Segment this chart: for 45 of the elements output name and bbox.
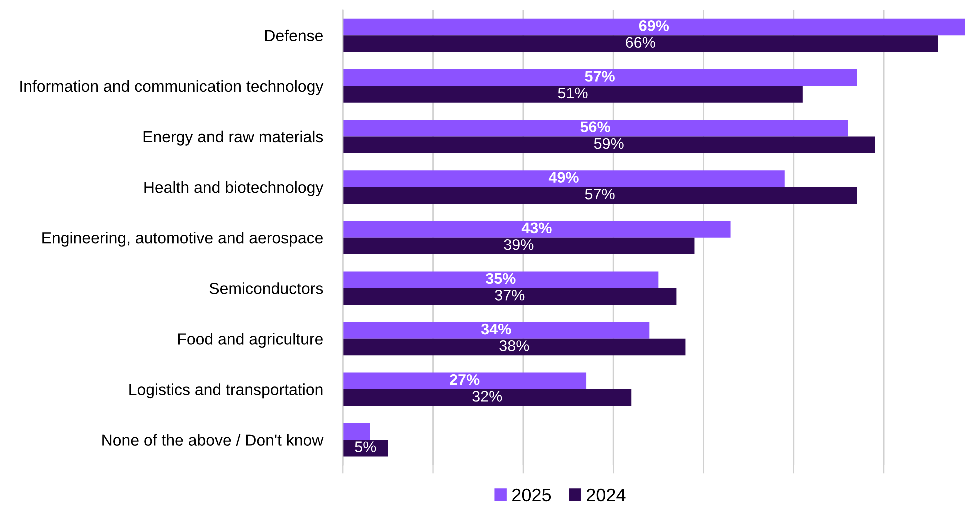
data-label: 5% — [355, 442, 376, 452]
bar — [343, 170, 785, 188]
data-label: 57% — [585, 71, 615, 82]
bar — [343, 423, 370, 440]
data-label: 56% — [580, 122, 610, 132]
bar — [343, 389, 632, 406]
bar — [343, 288, 677, 306]
bar — [343, 69, 858, 86]
data-label: 35% — [486, 273, 516, 284]
legend-label: 2024 — [587, 488, 626, 502]
bar — [343, 136, 876, 154]
y-tick-label: Information and communication technology — [20, 80, 324, 96]
bar — [343, 120, 848, 137]
data-label: 27% — [450, 374, 480, 386]
bar — [343, 272, 659, 288]
bar — [343, 86, 803, 103]
bar — [343, 238, 695, 254]
data-label: 51% — [558, 88, 588, 99]
y-tick-label: Logistics and transportation — [130, 384, 323, 399]
data-label: 34% — [481, 324, 512, 335]
data-label: 59% — [594, 138, 624, 150]
data-label: 32% — [472, 391, 502, 402]
data-label: 38% — [500, 340, 530, 352]
data-label: 69% — [639, 20, 670, 32]
data-label: 57% — [585, 188, 615, 200]
data-label: 66% — [626, 37, 656, 48]
data-label: 43% — [522, 222, 552, 234]
data-label: 49% — [548, 172, 579, 184]
bar — [343, 338, 686, 356]
bar — [343, 372, 587, 390]
data-label: 37% — [495, 290, 525, 301]
bar — [343, 221, 731, 238]
legend-label: 2025 — [512, 488, 552, 502]
y-tick-label: Health and biotechnology — [144, 181, 324, 196]
y-tick-label: Food and agriculture — [178, 333, 323, 348]
y-tick-label: Defense — [265, 30, 323, 42]
data-label: 39% — [504, 239, 534, 250]
bar — [343, 322, 650, 339]
y-tick-label: Energy and raw materials — [144, 130, 324, 146]
y-tick-label: Semiconductors — [210, 282, 324, 294]
bar — [343, 187, 858, 204]
y-tick-label: Engineering, automotive and aerospace — [42, 232, 323, 247]
bar — [343, 36, 938, 52]
bar — [343, 18, 966, 36]
y-tick-label: None of the above / Don't know — [102, 434, 324, 446]
